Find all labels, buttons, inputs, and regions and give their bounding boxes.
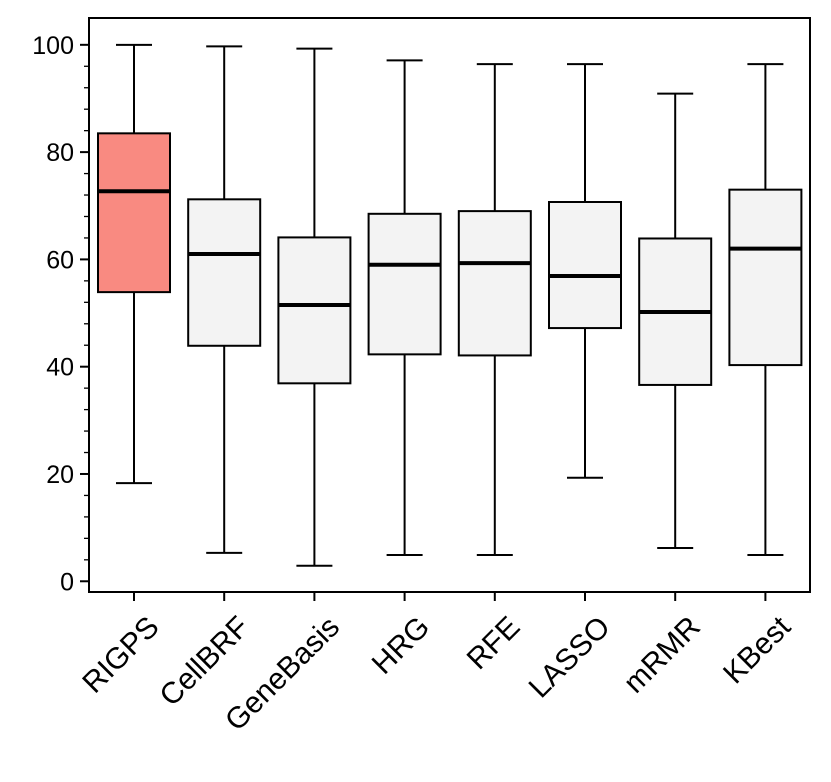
y-tick-label: 80	[46, 139, 74, 167]
box-rigps	[97, 43, 171, 485]
iqr-box	[367, 212, 442, 356]
y-tick-label: 60	[46, 246, 74, 274]
y-tick-label: 100	[32, 32, 74, 60]
x-category-label: HRG	[366, 610, 436, 680]
box-cellbrf	[187, 45, 262, 554]
iqr-box	[457, 210, 532, 357]
y-axis: 0 20 40 60 80 100	[32, 32, 89, 596]
box-lasso	[548, 63, 622, 479]
box-rfe	[457, 63, 532, 556]
iqr-box	[187, 198, 262, 347]
iqr-box	[97, 132, 171, 294]
iqr-box	[728, 188, 803, 367]
x-category-label: LASSO	[523, 610, 617, 704]
iqr-box	[548, 201, 622, 330]
box-hrg	[367, 59, 442, 556]
x-category-label: RIGPS	[76, 610, 165, 699]
y-tick-label: 0	[60, 568, 74, 596]
box-kbest	[728, 63, 803, 556]
x-category-label: mRMR	[618, 610, 707, 699]
box-genebasis	[277, 47, 352, 567]
y-tick-label: 20	[46, 461, 74, 489]
x-category-label: KBest	[717, 610, 797, 690]
box-mrmr	[638, 92, 713, 550]
iqr-box	[277, 236, 352, 385]
plot-area-frame	[88, 17, 811, 593]
box-series	[97, 43, 803, 567]
y-tick-label: 40	[46, 354, 74, 382]
x-category-label: RFE	[461, 610, 527, 676]
